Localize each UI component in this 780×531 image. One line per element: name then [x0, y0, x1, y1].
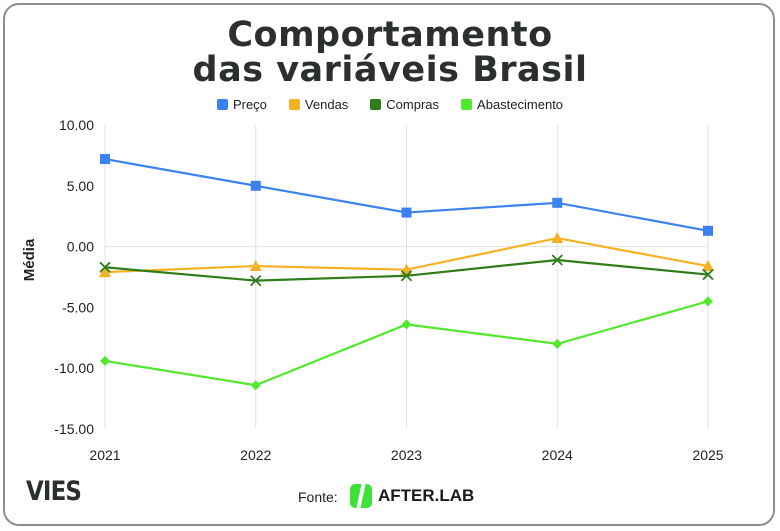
x-tick-label: 2024	[542, 447, 573, 463]
data-point	[249, 260, 262, 272]
legend-item: Abastecimento	[461, 97, 563, 112]
legend-label: Abastecimento	[477, 97, 564, 112]
legend-swatch	[370, 99, 382, 110]
legend-label: Vendas	[304, 97, 349, 112]
legend-label: Preço	[232, 97, 267, 112]
y-tick-label: -5.00	[62, 299, 94, 315]
y-tick-label: -10.00	[54, 360, 94, 376]
data-point	[99, 261, 111, 273]
data-point	[400, 270, 413, 282]
data-point	[250, 180, 261, 191]
title-line-2: das variáveis Brasil	[192, 50, 588, 90]
data-point	[702, 260, 714, 272]
legend-label: Compras	[386, 97, 440, 112]
data-point	[702, 268, 714, 281]
legend-item: Vendas	[288, 97, 349, 112]
data-point	[401, 207, 412, 218]
y-tick-label: 0.00	[67, 239, 94, 255]
legend-swatch	[461, 99, 473, 110]
source-label: Fonte:	[298, 489, 338, 505]
data-point	[100, 154, 110, 165]
data-point	[703, 225, 713, 236]
y-tick-label: -15.00	[54, 421, 94, 437]
data-point	[401, 319, 412, 330]
data-point	[100, 355, 110, 366]
x-tick-label: 2025	[692, 447, 723, 463]
title-line-1: Comportamento	[227, 15, 553, 55]
data-point	[703, 296, 713, 307]
source-name: AFTER.LAB	[378, 486, 475, 505]
data-point	[551, 232, 564, 244]
vies-logo: VIES	[26, 476, 82, 507]
data-point	[551, 254, 563, 266]
chart-title: Comportamento das variáveis Brasil	[0, 18, 780, 88]
y-tick-label: 10.00	[59, 117, 94, 133]
x-tick-label: 2023	[391, 447, 422, 463]
legend-swatch	[216, 99, 228, 110]
chart-card	[3, 3, 775, 526]
y-tick-label: 5.00	[67, 178, 94, 194]
data-point	[250, 275, 262, 287]
y-axis-label: Média	[21, 238, 38, 281]
afterlab-mark-icon	[350, 484, 372, 508]
data-point	[250, 380, 261, 391]
legend-swatch	[288, 99, 300, 110]
legend-item: Preço	[216, 97, 267, 112]
x-tick-label: 2021	[89, 447, 120, 463]
data-point	[552, 338, 563, 349]
x-tick-label: 2022	[240, 447, 271, 463]
legend: Preço Vendas Compras Abastecimento	[0, 97, 780, 112]
afterlab-logo: AFTER.LAB	[350, 484, 474, 508]
legend-item: Compras	[370, 97, 439, 112]
data-point	[99, 266, 111, 278]
data-point	[552, 197, 563, 208]
